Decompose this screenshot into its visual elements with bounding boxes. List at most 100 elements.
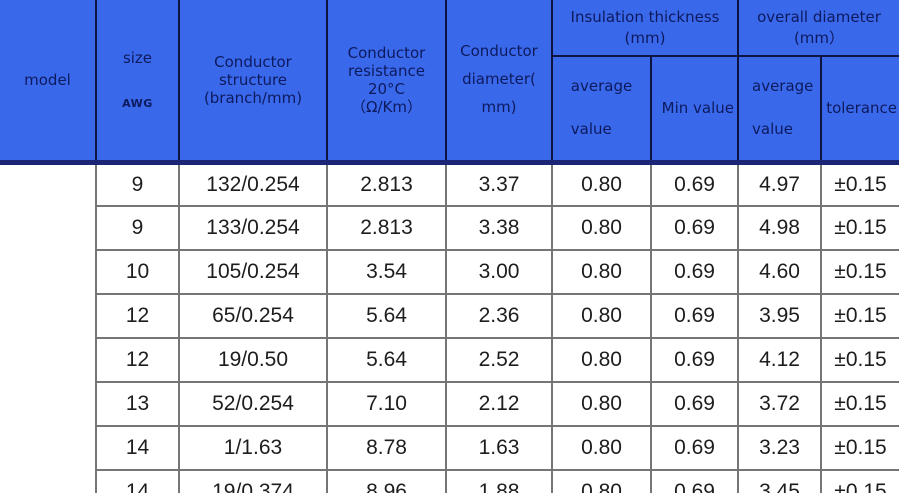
- table-header: model size AWG Conductor structure (bran…: [0, 0, 899, 163]
- conductor-diameter-label: Conductor diameter( mm): [460, 42, 538, 116]
- table-row: 9 133/0.254 2.813 3.38 0.80 0.69 4.98 ±0…: [0, 205, 899, 251]
- cell-resistance: 3.54: [326, 249, 447, 295]
- cell-overall-average: 4.12: [737, 337, 822, 383]
- cell-size: 13: [95, 381, 180, 427]
- header-cell-size: size AWG: [95, 0, 180, 163]
- cell-insulation-min: 0.69: [650, 205, 739, 251]
- header-cell-overall-average: average value: [737, 55, 822, 163]
- insulation-min-label: Min value: [661, 99, 734, 118]
- table-row: 9 132/0.254 2.813 3.37 0.80 0.69 4.97 ±0…: [0, 159, 899, 493]
- header-group-overall-diameter: overall diameter (mm）: [737, 0, 899, 57]
- cell-structure: 1/1.63: [178, 425, 328, 471]
- cell-structure: 52/0.254: [178, 381, 328, 427]
- cell-size: 9: [95, 159, 180, 207]
- cell-tolerance: ±0.15: [820, 293, 899, 339]
- cell-structure: 132/0.254: [178, 159, 328, 207]
- size-awg-label: AWG: [122, 97, 153, 111]
- cell-insulation-min: 0.69: [650, 425, 739, 471]
- cell-insulation-average: 0.80: [551, 381, 652, 427]
- overall-average-label: average value: [752, 76, 814, 139]
- cell-resistance: 7.10: [326, 381, 447, 427]
- cell-structure: 65/0.254: [178, 293, 328, 339]
- header-cell-conductor-diameter: Conductor diameter( mm): [445, 0, 553, 163]
- cell-diameter: 3.37: [445, 159, 553, 207]
- cell-size: 14: [95, 469, 180, 493]
- cell-resistance: 5.64: [326, 337, 447, 383]
- conductor-structure-label: Conductor structure (branch/mm): [203, 52, 303, 107]
- cell-insulation-min: 0.69: [650, 337, 739, 383]
- cell-insulation-average: 0.80: [551, 205, 652, 251]
- tolerance-label: tolerance: [826, 99, 897, 118]
- cell-diameter: 1.63: [445, 425, 553, 471]
- cell-model-merged: [0, 159, 97, 493]
- cell-diameter: 2.12: [445, 381, 553, 427]
- cell-tolerance: ±0.15: [820, 159, 899, 207]
- cell-overall-average: 3.95: [737, 293, 822, 339]
- cell-resistance: 8.96: [326, 469, 447, 493]
- cell-overall-average: 4.60: [737, 249, 822, 295]
- cell-tolerance: ±0.15: [820, 425, 899, 471]
- cell-structure: 105/0.254: [178, 249, 328, 295]
- header-cell-conductor-resistance: Conductor resistance 20°C （Ω/Km）: [326, 0, 447, 163]
- cell-insulation-average: 0.80: [551, 249, 652, 295]
- cell-insulation-average: 0.80: [551, 159, 652, 207]
- cell-insulation-min: 0.69: [650, 159, 739, 207]
- header-cell-conductor-structure: Conductor structure (branch/mm): [178, 0, 328, 163]
- cell-structure: 19/0.50: [178, 337, 328, 383]
- table-row: 10 105/0.254 3.54 3.00 0.80 0.69 4.60 ±0…: [0, 249, 899, 295]
- cell-insulation-min: 0.69: [650, 469, 739, 493]
- cell-tolerance: ±0.15: [820, 469, 899, 493]
- table-body: 9 132/0.254 2.813 3.37 0.80 0.69 4.97 ±0…: [0, 159, 899, 493]
- cell-resistance: 5.64: [326, 293, 447, 339]
- cell-size: 14: [95, 425, 180, 471]
- insulation-thickness-group-label: Insulation thickness (mm): [570, 8, 720, 47]
- cell-diameter: 2.36: [445, 293, 553, 339]
- insulation-average-label: average value: [570, 76, 633, 139]
- cell-insulation-average: 0.80: [551, 293, 652, 339]
- table-row: 12 19/0.50 5.64 2.52 0.80 0.69 4.12 ±0.1…: [0, 337, 899, 383]
- header-cell-insulation-average: average value: [552, 55, 652, 163]
- cell-overall-average: 4.98: [737, 205, 822, 251]
- cell-overall-average: 4.97: [737, 159, 822, 207]
- cell-size: 12: [95, 293, 180, 339]
- cell-size: 9: [95, 205, 180, 251]
- cell-tolerance: ±0.15: [820, 337, 899, 383]
- table-row: 12 65/0.254 5.64 2.36 0.80 0.69 3.95 ±0.…: [0, 293, 899, 339]
- cell-resistance: 8.78: [326, 425, 447, 471]
- cell-structure: 19/0.374: [178, 469, 328, 493]
- table-row: 14 1/1.63 8.78 1.63 0.80 0.69 3.23 ±0.15: [0, 425, 899, 471]
- cell-diameter: 2.52: [445, 337, 553, 383]
- cell-overall-average: 3.23: [737, 425, 822, 471]
- cell-overall-average: 3.45: [737, 469, 822, 493]
- size-header-label: size: [122, 49, 153, 68]
- cell-resistance: 2.813: [326, 205, 447, 251]
- conductor-resistance-label: Conductor resistance 20°C （Ω/Km）: [347, 43, 426, 116]
- cell-insulation-min: 0.69: [650, 249, 739, 295]
- cell-size: 10: [95, 249, 180, 295]
- cell-overall-average: 3.72: [737, 381, 822, 427]
- cell-structure: 133/0.254: [178, 205, 328, 251]
- header-cell-model: model: [0, 0, 97, 163]
- model-header-label: model: [24, 70, 71, 89]
- cell-tolerance: ±0.15: [820, 381, 899, 427]
- cell-diameter: 3.00: [445, 249, 553, 295]
- cell-insulation-average: 0.80: [551, 337, 652, 383]
- cell-insulation-average: 0.80: [551, 469, 652, 493]
- header-cell-tolerance: tolerance: [820, 55, 899, 163]
- cell-resistance: 2.813: [326, 159, 447, 207]
- cell-insulation-average: 0.80: [551, 425, 652, 471]
- cell-diameter: 3.38: [445, 205, 553, 251]
- cell-insulation-min: 0.69: [650, 381, 739, 427]
- header-group-insulation-thickness: Insulation thickness (mm): [551, 0, 739, 57]
- cell-insulation-min: 0.69: [650, 293, 739, 339]
- cell-tolerance: ±0.15: [820, 249, 899, 295]
- cell-size: 12: [95, 337, 180, 383]
- cell-tolerance: ±0.15: [820, 205, 899, 251]
- overall-diameter-group-label: overall diameter (mm）: [757, 8, 881, 47]
- table-row: 13 52/0.254 7.10 2.12 0.80 0.69 3.72 ±0.…: [0, 381, 899, 427]
- header-cell-insulation-min: Min value: [650, 55, 739, 163]
- table-row: 14 19/0.374 8.96 1.88 0.80 0.69 3.45 ±0.…: [0, 469, 899, 493]
- cell-diameter: 1.88: [445, 469, 553, 493]
